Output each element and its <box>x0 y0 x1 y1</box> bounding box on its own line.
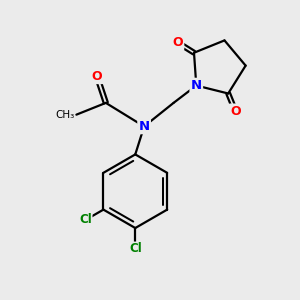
Text: N: N <box>139 120 150 133</box>
Text: CH₃: CH₃ <box>56 110 75 120</box>
Text: Cl: Cl <box>129 242 142 255</box>
Text: O: O <box>230 105 241 118</box>
Text: O: O <box>172 36 183 49</box>
Text: O: O <box>92 70 102 83</box>
Text: N: N <box>191 79 202 92</box>
Text: Cl: Cl <box>79 213 92 226</box>
